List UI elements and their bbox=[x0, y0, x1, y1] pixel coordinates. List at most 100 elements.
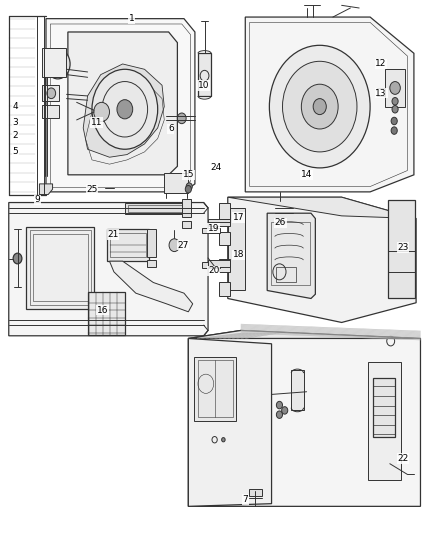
Circle shape bbox=[185, 185, 191, 193]
Circle shape bbox=[51, 56, 64, 72]
Circle shape bbox=[177, 113, 186, 124]
Bar bbox=[219, 232, 230, 245]
Bar bbox=[194, 357, 236, 421]
Text: 17: 17 bbox=[233, 213, 244, 222]
Bar bbox=[271, 222, 310, 285]
Bar bbox=[42, 85, 59, 101]
Bar bbox=[30, 230, 91, 305]
Text: 15: 15 bbox=[183, 171, 194, 179]
Bar bbox=[107, 229, 149, 261]
Bar bbox=[147, 260, 156, 266]
Text: 24: 24 bbox=[210, 164, 221, 172]
Bar bbox=[219, 259, 230, 272]
Circle shape bbox=[269, 45, 370, 168]
Circle shape bbox=[391, 127, 397, 134]
Polygon shape bbox=[110, 261, 193, 312]
Bar bbox=[208, 219, 230, 226]
Circle shape bbox=[390, 82, 400, 94]
Text: 3: 3 bbox=[12, 118, 18, 127]
Text: 11: 11 bbox=[91, 118, 102, 127]
Text: 18: 18 bbox=[233, 251, 244, 259]
Circle shape bbox=[276, 401, 283, 409]
Text: 13: 13 bbox=[375, 89, 387, 98]
Circle shape bbox=[13, 253, 22, 264]
Bar bbox=[291, 370, 304, 410]
Circle shape bbox=[392, 98, 398, 105]
Circle shape bbox=[301, 84, 338, 129]
Bar bbox=[275, 200, 293, 208]
Bar bbox=[88, 292, 125, 335]
Text: 16: 16 bbox=[97, 306, 109, 314]
Text: 5: 5 bbox=[12, 148, 18, 156]
Polygon shape bbox=[46, 19, 195, 192]
Polygon shape bbox=[267, 213, 315, 298]
Polygon shape bbox=[188, 330, 420, 338]
Polygon shape bbox=[39, 184, 53, 195]
Bar bbox=[198, 360, 233, 417]
Bar bbox=[219, 203, 230, 219]
Circle shape bbox=[186, 183, 192, 190]
Bar bbox=[198, 53, 211, 96]
Circle shape bbox=[117, 100, 133, 119]
Circle shape bbox=[282, 407, 288, 414]
Circle shape bbox=[313, 99, 326, 115]
Text: 12: 12 bbox=[375, 60, 387, 68]
Bar bbox=[208, 260, 230, 266]
Bar bbox=[125, 203, 188, 214]
Bar bbox=[368, 362, 401, 480]
Circle shape bbox=[222, 438, 225, 442]
Circle shape bbox=[391, 117, 397, 125]
Polygon shape bbox=[83, 64, 164, 157]
Bar bbox=[228, 208, 245, 290]
Text: 7: 7 bbox=[242, 495, 248, 504]
Polygon shape bbox=[188, 330, 420, 506]
Bar bbox=[385, 69, 405, 107]
Bar bbox=[276, 266, 296, 282]
Polygon shape bbox=[68, 32, 177, 175]
Polygon shape bbox=[245, 17, 414, 192]
Polygon shape bbox=[228, 197, 416, 219]
Text: 10: 10 bbox=[198, 81, 209, 90]
Bar bbox=[202, 262, 220, 268]
Circle shape bbox=[47, 88, 56, 99]
Text: 14: 14 bbox=[301, 171, 312, 179]
Bar bbox=[42, 48, 66, 77]
Bar bbox=[33, 234, 88, 301]
Circle shape bbox=[46, 49, 70, 79]
Bar bbox=[249, 489, 262, 496]
Bar bbox=[110, 233, 146, 257]
Text: 21: 21 bbox=[107, 230, 119, 239]
Text: 23: 23 bbox=[397, 243, 409, 252]
Text: 22: 22 bbox=[397, 454, 409, 463]
Text: 1: 1 bbox=[128, 14, 134, 23]
Bar bbox=[164, 173, 188, 193]
Circle shape bbox=[169, 239, 180, 252]
Circle shape bbox=[392, 106, 398, 113]
Text: 26: 26 bbox=[275, 219, 286, 227]
Text: 20: 20 bbox=[208, 266, 219, 275]
Polygon shape bbox=[9, 203, 208, 336]
Circle shape bbox=[92, 69, 158, 149]
Text: 4: 4 bbox=[13, 102, 18, 111]
Bar bbox=[147, 229, 156, 257]
Circle shape bbox=[94, 102, 110, 122]
Text: 2: 2 bbox=[13, 132, 18, 140]
Bar bbox=[182, 199, 191, 217]
Text: 6: 6 bbox=[168, 125, 174, 133]
Text: 9: 9 bbox=[34, 196, 40, 204]
Bar bbox=[219, 282, 230, 296]
Bar bbox=[182, 221, 191, 228]
Bar bbox=[42, 105, 59, 118]
Text: 25: 25 bbox=[86, 185, 98, 193]
Circle shape bbox=[283, 61, 357, 152]
Text: 27: 27 bbox=[177, 241, 189, 249]
Bar bbox=[373, 378, 395, 437]
Text: 19: 19 bbox=[208, 224, 219, 232]
Circle shape bbox=[276, 411, 283, 418]
Bar bbox=[202, 228, 220, 233]
Bar bbox=[26, 227, 94, 309]
Polygon shape bbox=[188, 338, 272, 506]
Bar bbox=[128, 205, 186, 212]
Bar bbox=[388, 200, 415, 298]
Polygon shape bbox=[228, 197, 416, 322]
